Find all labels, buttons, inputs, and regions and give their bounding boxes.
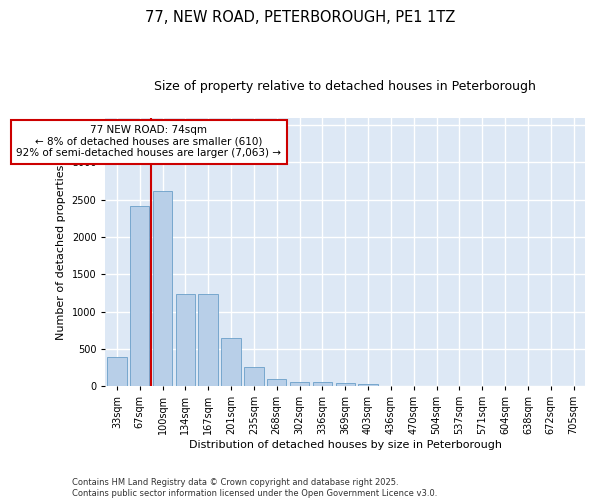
X-axis label: Distribution of detached houses by size in Peterborough: Distribution of detached houses by size … — [189, 440, 502, 450]
Bar — [107, 357, 127, 386]
Bar — [313, 382, 332, 386]
Bar — [244, 366, 263, 386]
Bar — [130, 206, 149, 386]
Y-axis label: Number of detached properties: Number of detached properties — [56, 164, 66, 340]
Bar — [358, 384, 378, 386]
Bar — [335, 383, 355, 386]
Bar — [221, 338, 241, 386]
Bar — [290, 382, 309, 386]
Bar — [176, 294, 195, 386]
Text: Contains HM Land Registry data © Crown copyright and database right 2025.
Contai: Contains HM Land Registry data © Crown c… — [72, 478, 437, 498]
Bar — [153, 191, 172, 386]
Text: 77, NEW ROAD, PETERBOROUGH, PE1 1TZ: 77, NEW ROAD, PETERBOROUGH, PE1 1TZ — [145, 10, 455, 25]
Title: Size of property relative to detached houses in Peterborough: Size of property relative to detached ho… — [154, 80, 536, 93]
Text: 77 NEW ROAD: 74sqm
← 8% of detached houses are smaller (610)
92% of semi-detache: 77 NEW ROAD: 74sqm ← 8% of detached hous… — [16, 125, 281, 158]
Bar — [199, 294, 218, 386]
Bar — [267, 379, 286, 386]
